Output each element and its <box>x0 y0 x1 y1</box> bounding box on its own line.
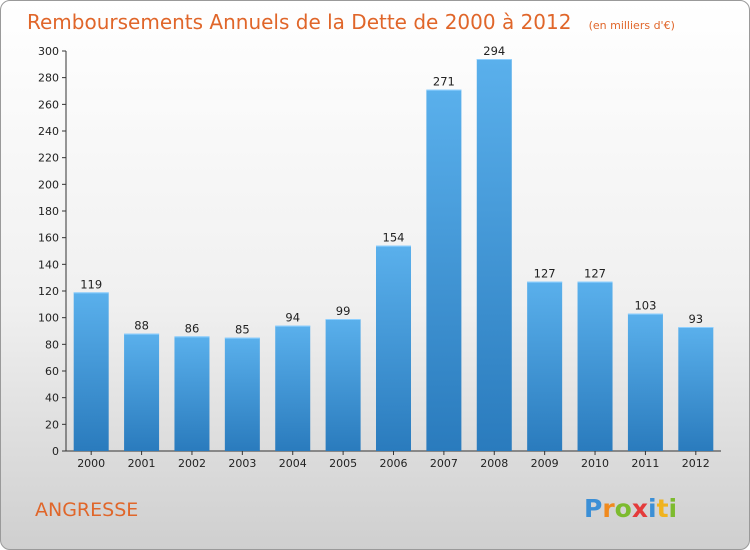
logo-letter: r <box>602 494 615 523</box>
y-tick-label: 200 <box>38 178 59 191</box>
bar <box>426 89 462 452</box>
x-tick-label: 2006 <box>380 457 408 470</box>
bar <box>224 337 260 451</box>
y-tick-label: 80 <box>45 338 59 351</box>
y-tick-label: 120 <box>38 285 59 298</box>
y-tick-label: 240 <box>38 125 59 138</box>
logo-letter: o <box>615 494 632 523</box>
bar <box>275 325 311 451</box>
bar-value-label: 119 <box>80 277 102 291</box>
x-tick-label: 2007 <box>430 457 458 470</box>
bar <box>124 333 160 451</box>
x-tick-label: 2009 <box>531 457 559 470</box>
x-tick-label: 2005 <box>329 457 357 470</box>
bar <box>376 245 411 451</box>
y-tick-label: 180 <box>38 205 59 218</box>
x-tick-label: 2011 <box>631 457 659 470</box>
x-tick-label: 2000 <box>77 457 105 470</box>
bar-value-label: 103 <box>634 299 656 313</box>
bar-value-label: 99 <box>336 304 351 318</box>
x-tick-label: 2003 <box>228 457 256 470</box>
y-tick-label: 0 <box>52 445 59 458</box>
chart-subtitle: (en milliers d'€) <box>589 19 675 32</box>
bar-value-label: 88 <box>134 319 149 333</box>
bar <box>577 281 613 451</box>
x-tick-label: 2010 <box>581 457 609 470</box>
bar <box>627 313 663 451</box>
proxiti-logo: Proxiti <box>584 494 677 523</box>
bar <box>678 327 714 451</box>
bar <box>527 281 563 451</box>
bar-value-label: 154 <box>383 231 405 245</box>
bar-value-label: 127 <box>584 267 606 281</box>
bar <box>73 292 109 451</box>
bar-value-label: 271 <box>433 75 455 89</box>
bar-value-label: 86 <box>185 321 200 335</box>
commune-name: ANGRESSE <box>35 499 138 521</box>
plot-area: 0 20 40 60 80 100 120 140 160 180 200 220 240 260 280 3… <box>38 44 721 470</box>
y-tick-label: 280 <box>38 72 59 85</box>
bar-value-label: 94 <box>285 311 300 325</box>
y-tick-label: 100 <box>38 312 59 325</box>
x-tick-label: 2008 <box>480 457 508 470</box>
bar-value-label: 127 <box>534 267 556 281</box>
logo-letter: i <box>648 494 657 523</box>
logo-letter: t <box>657 494 669 523</box>
chart-title: Remboursements Annuels de la Dette de 20… <box>27 10 571 34</box>
y-tick-label: 40 <box>45 392 59 405</box>
bar-value-label: 85 <box>235 323 250 337</box>
y-tick-label: 140 <box>38 258 59 271</box>
y-tick-label: 220 <box>38 152 59 165</box>
bar-value-label: 294 <box>483 44 505 58</box>
y-tick-label: 60 <box>45 365 59 378</box>
bar <box>476 59 512 451</box>
x-tick-label: 2001 <box>128 457 156 470</box>
y-tick-label: 300 <box>38 45 59 58</box>
bar-value-label: 93 <box>688 312 703 326</box>
x-tick-label: 2012 <box>682 457 710 470</box>
logo-letter: i <box>669 494 678 523</box>
x-tick-label: 2004 <box>279 457 307 470</box>
x-tick-label: 2002 <box>178 457 206 470</box>
bar <box>174 336 210 451</box>
y-tick-label: 20 <box>45 418 59 431</box>
bar <box>325 319 361 451</box>
chart-title-group: Remboursements Annuels de la Dette de 20… <box>27 10 675 34</box>
logo-letter: P <box>584 494 602 523</box>
logo-letter: x <box>632 494 648 523</box>
y-tick-label: 160 <box>38 232 59 245</box>
y-tick-label: 260 <box>38 98 59 111</box>
